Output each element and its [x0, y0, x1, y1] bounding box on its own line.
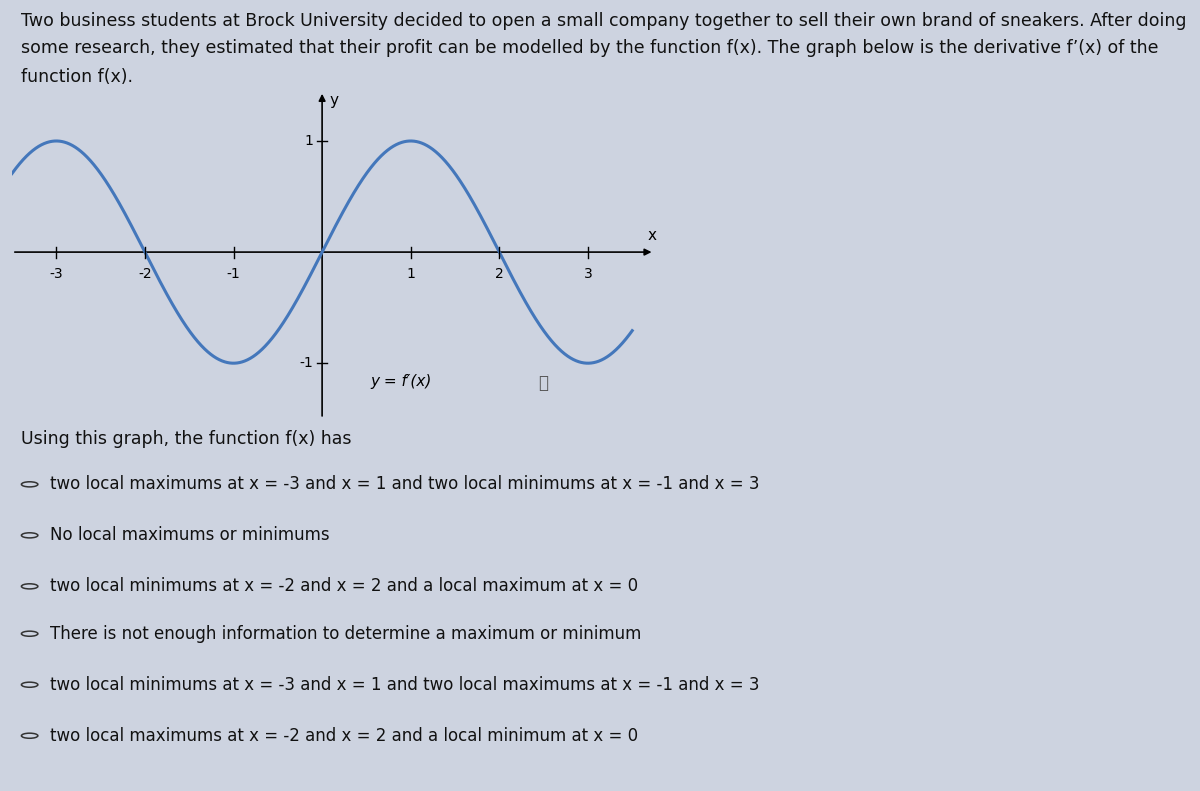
Text: -2: -2 — [138, 267, 151, 281]
Text: Two business students at Brock University decided to open a small company togeth: Two business students at Brock Universit… — [22, 12, 1187, 30]
Text: 2: 2 — [494, 267, 504, 281]
Text: -1: -1 — [227, 267, 240, 281]
Text: function f(x).: function f(x). — [22, 68, 133, 86]
Text: ⓘ: ⓘ — [539, 374, 548, 392]
Text: -3: -3 — [49, 267, 64, 281]
Text: two local maximums at x = -2 and x = 2 and a local minimum at x = 0: two local maximums at x = -2 and x = 2 a… — [49, 727, 637, 745]
Text: y = f′(x): y = f′(x) — [371, 374, 432, 389]
Text: x: x — [648, 228, 658, 243]
Text: No local maximums or minimums: No local maximums or minimums — [49, 526, 329, 544]
Text: There is not enough information to determine a maximum or minimum: There is not enough information to deter… — [49, 625, 641, 643]
Text: 1: 1 — [305, 134, 313, 148]
Text: two local maximums at x = -3 and x = 1 and two local minimums at x = -1 and x = : two local maximums at x = -3 and x = 1 a… — [49, 475, 760, 494]
Text: Using this graph, the function f(x) has: Using this graph, the function f(x) has — [22, 430, 352, 448]
Text: two local minimums at x = -2 and x = 2 and a local maximum at x = 0: two local minimums at x = -2 and x = 2 a… — [49, 577, 637, 596]
Text: some research, they estimated that their profit can be modelled by the function : some research, they estimated that their… — [22, 39, 1159, 57]
Text: 1: 1 — [407, 267, 415, 281]
Text: y: y — [329, 93, 338, 108]
Text: two local minimums at x = -3 and x = 1 and two local maximums at x = -1 and x = : two local minimums at x = -3 and x = 1 a… — [49, 676, 760, 694]
Text: 3: 3 — [583, 267, 593, 281]
Text: -1: -1 — [300, 356, 313, 370]
